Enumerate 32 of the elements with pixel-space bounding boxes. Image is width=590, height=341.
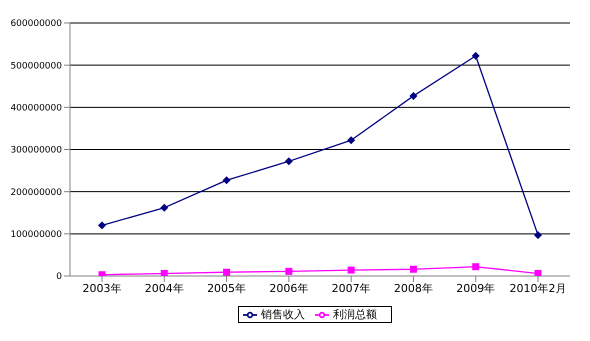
y-tick-label: 400000000 [10, 104, 62, 114]
x-tick-label: 2004年 [144, 282, 184, 295]
y-tick-label: 200000000 [10, 188, 62, 198]
y-tick-label: 0 [56, 272, 62, 282]
point [160, 204, 168, 212]
x-tick-label: 2006年 [269, 282, 308, 295]
point [534, 270, 542, 276]
point [160, 270, 168, 276]
point [284, 157, 293, 166]
y-tick-label: 500000000 [10, 61, 62, 72]
point [223, 268, 230, 276]
y-tick-label: 600000000 [10, 19, 62, 30]
point [222, 176, 231, 184]
point [409, 92, 418, 100]
x-tick-label: 2007年 [332, 282, 371, 295]
legend-label: 利润总额 [333, 308, 377, 321]
y-tick-label: 100000000 [10, 230, 62, 240]
point [410, 266, 417, 273]
x-tick-label: 2008年 [394, 282, 433, 295]
x-tick-label: 2005年 [207, 282, 246, 295]
point [472, 263, 480, 270]
x-tick-label: 2003年 [82, 282, 122, 295]
x-tick-label: 2009年 [456, 282, 496, 295]
legend-label: 销售收入 [261, 308, 305, 321]
point [347, 136, 356, 144]
point [98, 221, 106, 230]
point [285, 268, 292, 275]
x-tick-label: 2010年2月 [510, 282, 566, 295]
point [534, 231, 542, 240]
y-tick-label: 300000000 [10, 146, 62, 156]
point [348, 266, 355, 274]
point [472, 52, 480, 60]
